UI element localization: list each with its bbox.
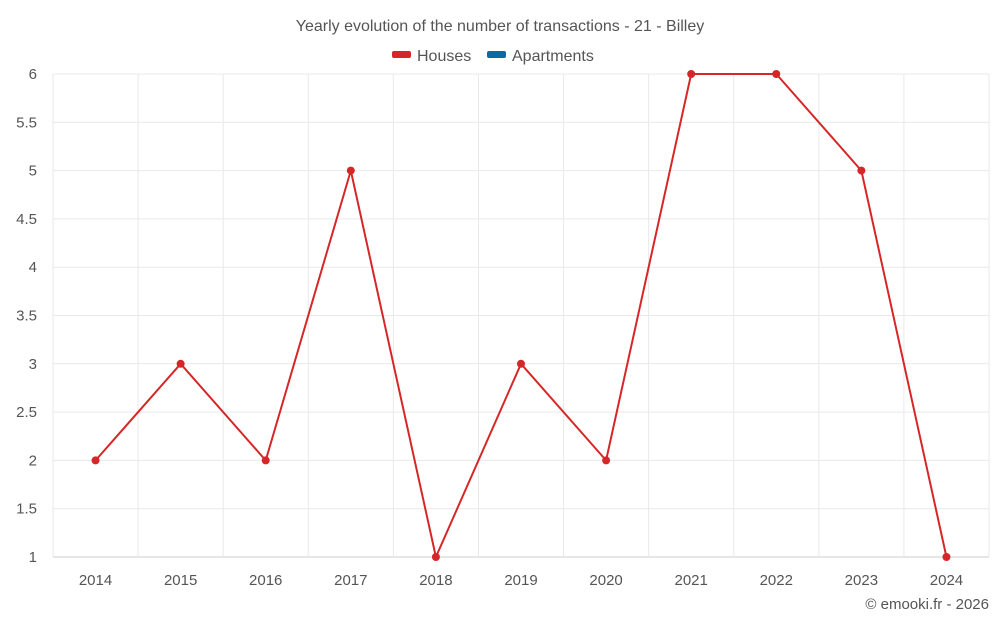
- data-point-houses[interactable]: [942, 553, 951, 561]
- legend-label-houses: Houses: [417, 48, 471, 65]
- y-tick-label: 6: [29, 66, 37, 83]
- x-tick-label: 2016: [249, 572, 282, 589]
- y-tick-label: 1: [29, 549, 37, 566]
- data-point-houses[interactable]: [176, 359, 185, 368]
- data-point-houses[interactable]: [517, 359, 525, 368]
- y-tick-label: 1.5: [16, 501, 37, 518]
- x-tick-label: 2022: [760, 572, 793, 589]
- x-tick-label: 2021: [674, 572, 707, 589]
- legend-label-apartments: Apartments: [512, 48, 594, 65]
- data-point-houses[interactable]: [91, 456, 100, 465]
- series-houses: [91, 70, 951, 561]
- data-point-houses[interactable]: [687, 70, 696, 78]
- legend-swatch-apartments: [487, 51, 506, 58]
- y-tick-label: 3.5: [16, 308, 37, 325]
- data-point-houses[interactable]: [602, 456, 611, 465]
- y-tick-label: 4.5: [16, 211, 37, 228]
- y-axis-ticks: 1 1.5 2 2.5 3 3.5 4 4.5 5 5.5 6: [16, 66, 37, 566]
- y-tick-label: 3: [29, 356, 37, 373]
- x-tick-label: 2018: [419, 572, 452, 589]
- data-point-houses[interactable]: [431, 553, 440, 561]
- data-point-houses[interactable]: [857, 166, 866, 175]
- x-tick-label: 2014: [79, 572, 112, 589]
- credit-text: © emooki.fr - 2026: [865, 596, 989, 613]
- gridlines: [52, 73, 990, 558]
- data-point-houses[interactable]: [346, 166, 355, 175]
- x-tick-label: 2019: [504, 572, 537, 589]
- y-tick-label: 4: [29, 259, 37, 276]
- y-tick-label: 5: [29, 163, 37, 180]
- legend: Houses Apartments: [392, 48, 594, 65]
- x-axis-ticks: 2014 2015 2016 2017 2018 2019 2020 2021 2022 2023…: [79, 572, 963, 589]
- x-tick-label: 2017: [334, 572, 367, 589]
- legend-item-houses[interactable]: Houses: [392, 48, 471, 65]
- legend-item-apartments[interactable]: Apartments: [487, 48, 594, 65]
- x-tick-label: 2024: [930, 572, 963, 589]
- x-tick-label: 2023: [845, 572, 878, 589]
- data-point-houses[interactable]: [772, 70, 781, 78]
- y-tick-label: 2.5: [16, 404, 37, 421]
- data-point-houses[interactable]: [261, 456, 270, 465]
- y-tick-label: 2: [29, 452, 37, 469]
- x-tick-label: 2015: [164, 572, 197, 589]
- x-tick-label: 2020: [589, 572, 622, 589]
- chart-title: Yearly evolution of the number of transa…: [296, 18, 705, 35]
- legend-swatch-houses: [392, 51, 411, 58]
- y-tick-label: 5.5: [16, 114, 37, 131]
